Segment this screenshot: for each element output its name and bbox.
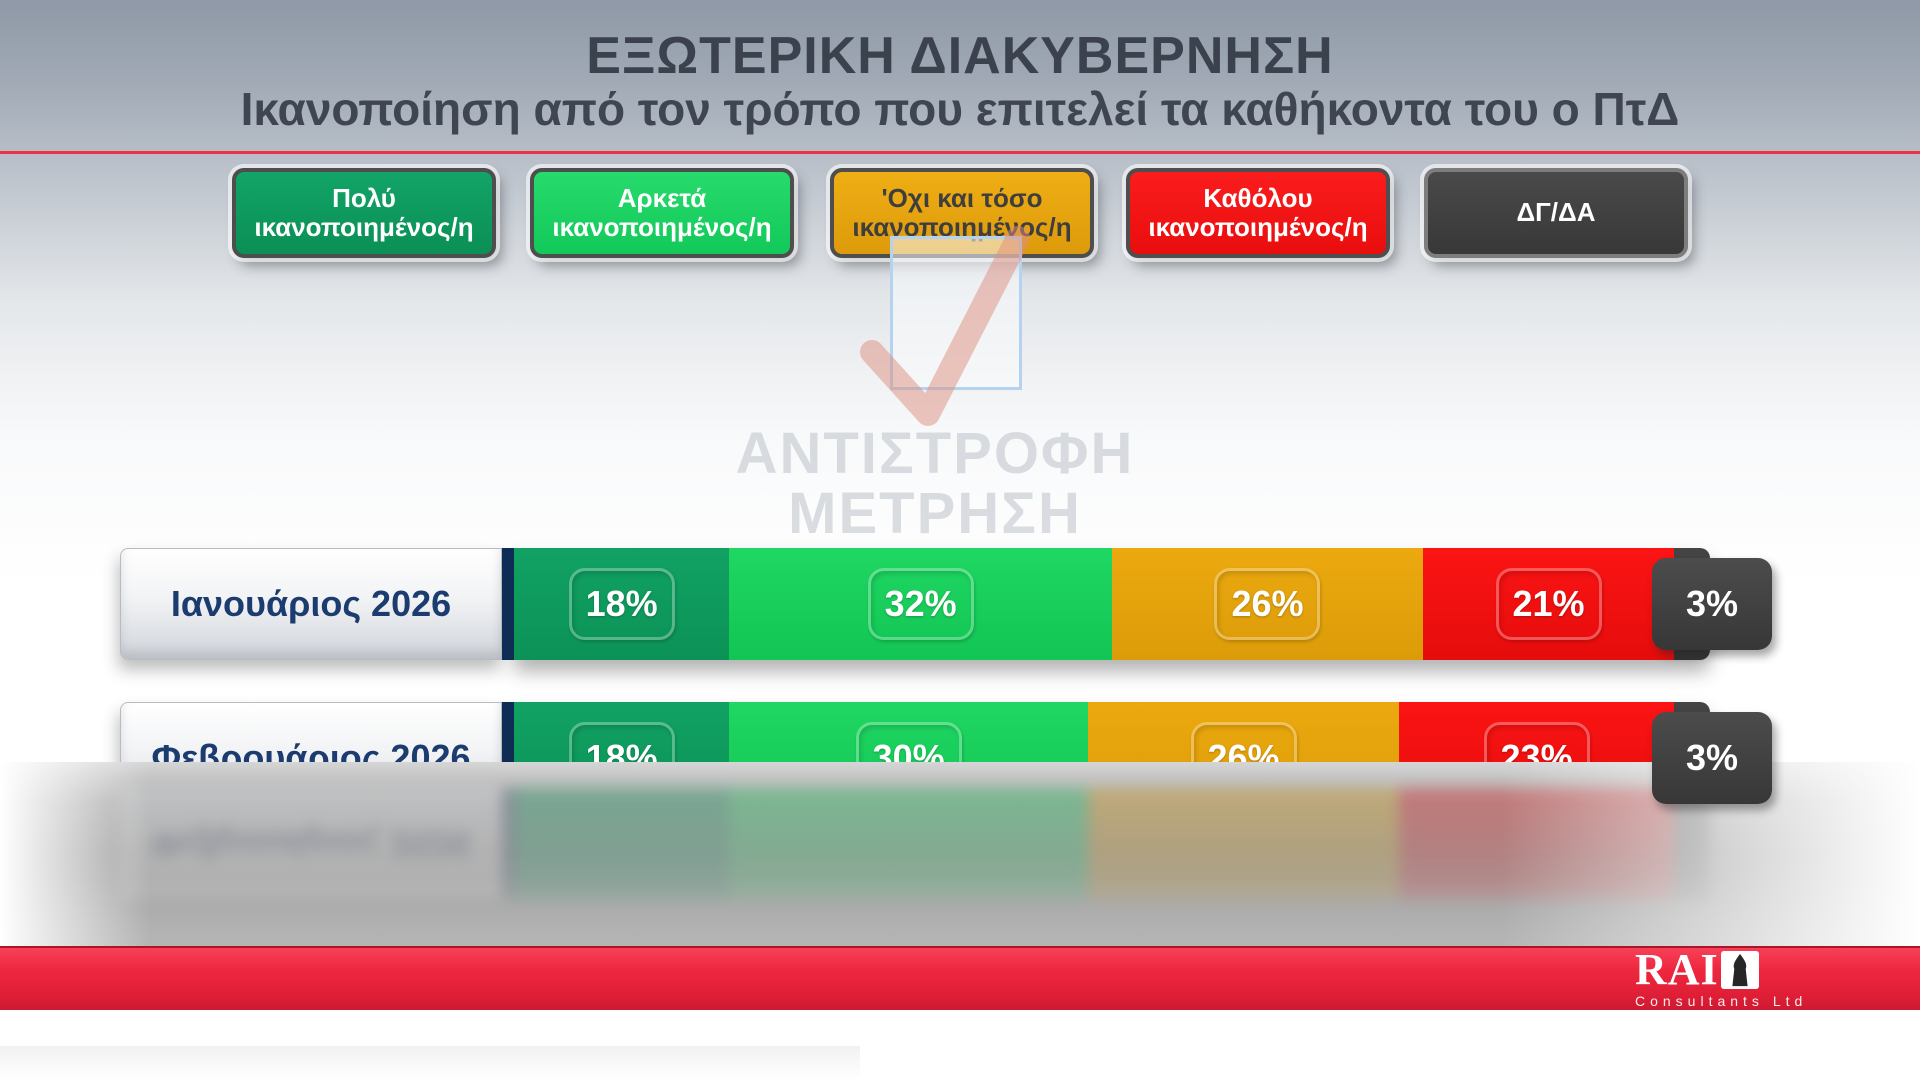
watermark-line-1: ΑΝΤΙΣΤΡΟΦΗ [735, 421, 1135, 486]
value-label: 26% [1214, 568, 1321, 640]
checkbox-icon [890, 236, 1022, 390]
bar-row-january-2026: Ιανουάριος 2026 18% 32% 26% 21% 3% [120, 548, 1920, 660]
segment-very-satisfied: 18% [514, 548, 730, 660]
page-title: ΕΞΩΤΕΡΙΚΗ ΔΙΑΚΥΒΕΡΝΗΣΗ [586, 27, 1334, 85]
value-label: 32% [867, 568, 974, 640]
rai-logo: RAI Consultants Ltd [1635, 948, 1808, 1010]
dont-know-value-tab: 3% [1652, 558, 1772, 650]
floor-reflection-area: Φεβρουάριος 2026 [0, 762, 1920, 946]
legend-item-very-satisfied: Πολύ ικανοποιημένος/η [232, 168, 496, 258]
footer-band [0, 946, 1920, 1010]
bottom-shade [0, 1046, 860, 1080]
header-rule [0, 151, 1920, 154]
rai-logo-text: RAI [1635, 945, 1719, 994]
legend-item-dont-know: ΔΓ/ΔΑ [1424, 168, 1688, 258]
dont-know-value-tab: 3% [1652, 712, 1772, 804]
page-subtitle: Ικανοποίηση από τον τρόπο που επιτελεί τ… [240, 83, 1680, 135]
row-label: Ιανουάριος 2026 [120, 548, 502, 660]
stacked-bar: 18% 32% 26% 21% [514, 548, 1710, 660]
rai-logo-top: RAI [1635, 948, 1795, 992]
legend-item-quite-satisfied: Αρκετά ικανοποιημένος/η [530, 168, 794, 258]
floor-fade-left [0, 762, 150, 946]
value-label: 21% [1495, 568, 1602, 640]
row-divider [502, 548, 514, 660]
rai-logo-subtext: Consultants Ltd [1635, 993, 1808, 1009]
segment-not-at-all-satisfied: 21% [1422, 548, 1675, 660]
rai-logo-icon [1720, 951, 1759, 989]
legend-item-not-at-all-satisfied: Καθόλου ικανοποιημένος/η [1126, 168, 1390, 258]
watermark-line-2: ΜΕΤΡΗΣΗ [788, 481, 1082, 546]
segment-quite-satisfied: 32% [729, 548, 1112, 660]
segment-not-so-satisfied: 26% [1112, 548, 1423, 660]
value-label: 18% [568, 568, 675, 640]
